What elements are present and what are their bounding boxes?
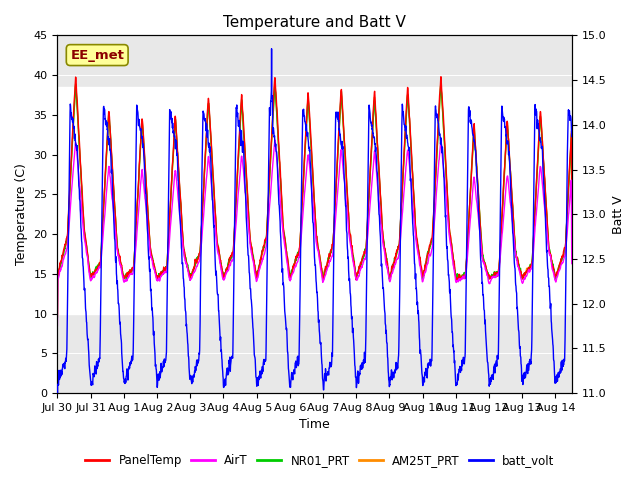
Legend: PanelTemp, AirT, NR01_PRT, AM25T_PRT, batt_volt: PanelTemp, AirT, NR01_PRT, AM25T_PRT, ba… — [81, 449, 559, 472]
Bar — [58, 87, 572, 313]
Y-axis label: Batt V: Batt V — [612, 195, 625, 234]
X-axis label: Time: Time — [300, 419, 330, 432]
Title: Temperature and Batt V: Temperature and Batt V — [223, 15, 406, 30]
Text: EE_met: EE_met — [70, 48, 124, 61]
Y-axis label: Temperature (C): Temperature (C) — [15, 163, 28, 265]
